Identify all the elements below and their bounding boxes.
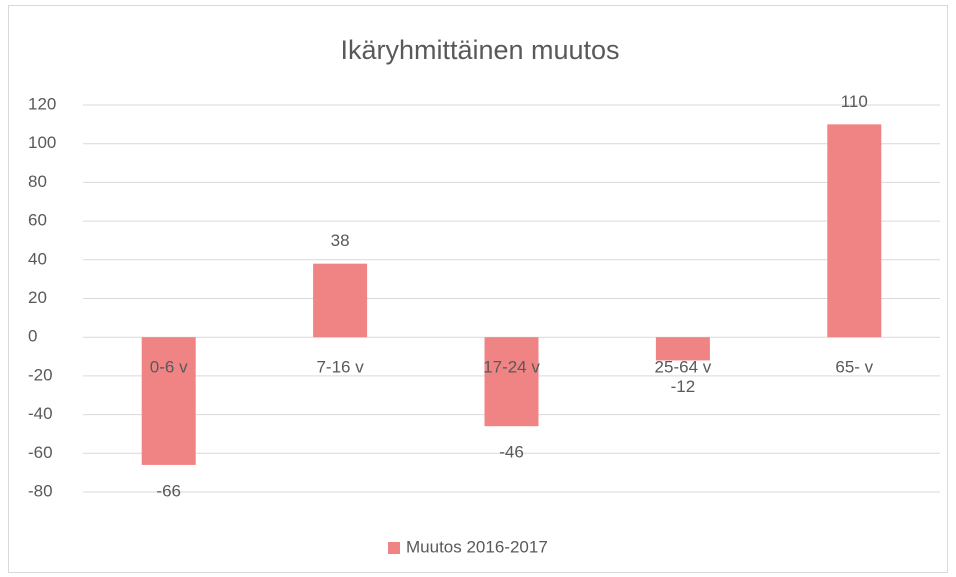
- y-tick-label: 80: [28, 172, 47, 191]
- bar: [484, 337, 539, 427]
- data-label: -46: [499, 443, 524, 462]
- legend-swatch: [388, 542, 400, 554]
- data-label: -12: [671, 377, 696, 396]
- data-label: -66: [156, 481, 181, 500]
- y-tick-label: 100: [28, 133, 56, 152]
- data-label: 38: [331, 231, 350, 250]
- x-tick-label: 17-24 v: [483, 358, 540, 377]
- y-tick-label: 20: [28, 288, 47, 307]
- y-tick-label: -20: [28, 365, 53, 384]
- y-tick-label: 60: [28, 211, 47, 230]
- bar: [313, 263, 368, 338]
- y-tick-label: 0: [28, 327, 37, 346]
- y-tick-label: 120: [28, 94, 56, 113]
- legend-label: Muutos 2016-2017: [406, 537, 548, 556]
- y-tick-label: -40: [28, 404, 53, 423]
- y-tick-label: 40: [28, 249, 47, 268]
- chart-border: [8, 5, 948, 573]
- y-tick-label: -80: [28, 481, 53, 500]
- bar: [827, 124, 882, 338]
- y-tick-label: -60: [28, 443, 53, 462]
- x-tick-label: 65- v: [835, 358, 873, 377]
- bar: [655, 337, 710, 361]
- chart-title: Ikäryhmittäinen muutos: [340, 35, 619, 65]
- x-tick-label: 25-64 v: [655, 358, 712, 377]
- bar: [141, 337, 196, 465]
- data-label: 110: [841, 92, 868, 111]
- x-tick-label: 0-6 v: [150, 358, 188, 377]
- x-tick-label: 7-16 v: [316, 358, 364, 377]
